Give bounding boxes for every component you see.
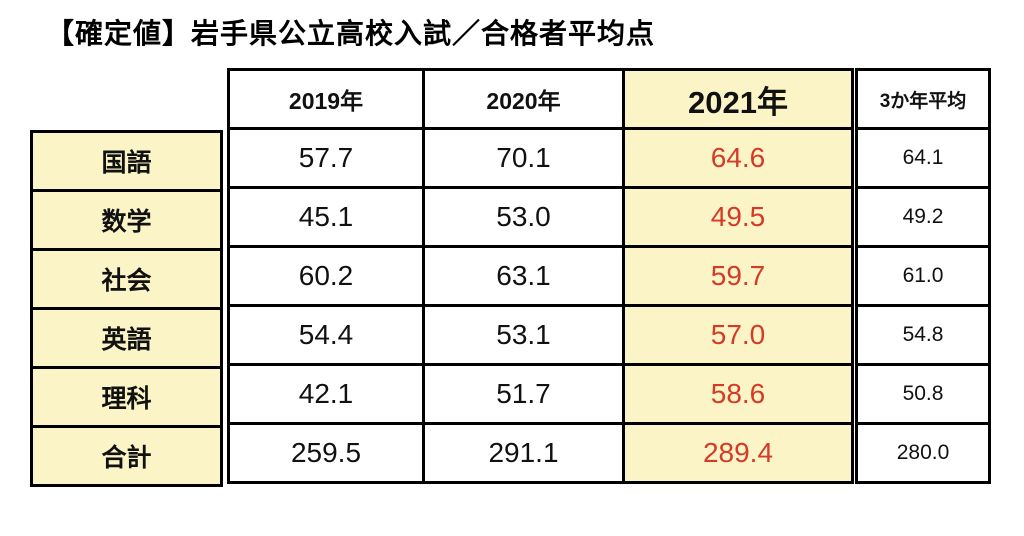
score-cell: 63.1: [422, 245, 625, 307]
column-header-average: 3か年平均: [855, 68, 991, 130]
table-row: 259.5 291.1 289.4: [227, 422, 854, 484]
table-row: 57.7 70.1 64.6: [227, 127, 854, 189]
table-row: 50.8: [855, 363, 991, 425]
table-row: 英語: [30, 307, 223, 369]
average-cell: 50.8: [855, 363, 991, 425]
row-header-gokei: 合計: [30, 425, 223, 487]
table-row: 280.0: [855, 422, 991, 484]
header-row: 3か年平均: [855, 68, 991, 130]
score-cell-2021: 289.4: [622, 422, 854, 484]
score-cell: 54.4: [227, 304, 425, 366]
score-cell: 45.1: [227, 186, 425, 248]
column-header-2019: 2019年: [227, 68, 425, 130]
score-cell: 42.1: [227, 363, 425, 425]
row-header-shakai: 社会: [30, 248, 223, 310]
average-cell: 61.0: [855, 245, 991, 307]
score-cell: 291.1: [422, 422, 625, 484]
column-header-2020: 2020年: [422, 68, 625, 130]
table-row: 42.1 51.7 58.6: [227, 363, 854, 425]
table-row: 合計: [30, 425, 223, 487]
score-cell-2021: 64.6: [622, 127, 854, 189]
score-cell-2021: 59.7: [622, 245, 854, 307]
table-row: 54.4 53.1 57.0: [227, 304, 854, 366]
row-header-sugaku: 数学: [30, 189, 223, 251]
score-cell: 60.2: [227, 245, 425, 307]
average-cell: 64.1: [855, 127, 991, 189]
average-cell: 280.0: [855, 422, 991, 484]
table-row: 理科: [30, 366, 223, 428]
table-row: 数学: [30, 189, 223, 251]
column-header-2021: 2021年: [622, 68, 854, 130]
subject-column: 国語 数学 社会 英語 理科 合計: [30, 130, 223, 487]
row-header-eigo: 英語: [30, 307, 223, 369]
row-header-kokugo: 国語: [30, 130, 223, 192]
table-row: 45.1 53.0 49.5: [227, 186, 854, 248]
average-cell: 49.2: [855, 186, 991, 248]
table-row: 60.2 63.1 59.7: [227, 245, 854, 307]
table-row: 54.8: [855, 304, 991, 366]
score-cell-2021: 58.6: [622, 363, 854, 425]
average-cell: 54.8: [855, 304, 991, 366]
row-header-rika: 理科: [30, 366, 223, 428]
score-cell-2021: 49.5: [622, 186, 854, 248]
score-cell: 51.7: [422, 363, 625, 425]
three-year-average-column: 3か年平均 64.1 49.2 61.0 54.8 50.8 280.0: [855, 68, 991, 484]
table-row: 49.2: [855, 186, 991, 248]
score-cell: 259.5: [227, 422, 425, 484]
table-row: 61.0: [855, 245, 991, 307]
score-cell: 57.7: [227, 127, 425, 189]
table-row: 国語: [30, 130, 223, 192]
page-title: 【確定値】岩手県公立高校入試／合格者平均点: [46, 18, 656, 49]
header-row: 2019年 2020年 2021年: [227, 68, 854, 130]
score-cell-2021: 57.0: [622, 304, 854, 366]
score-cell: 70.1: [422, 127, 625, 189]
score-cell: 53.0: [422, 186, 625, 248]
score-cell: 53.1: [422, 304, 625, 366]
table-row: 社会: [30, 248, 223, 310]
year-scores-block: 2019年 2020年 2021年 57.7 70.1 64.6 45.1 53…: [227, 68, 854, 484]
table-row: 64.1: [855, 127, 991, 189]
